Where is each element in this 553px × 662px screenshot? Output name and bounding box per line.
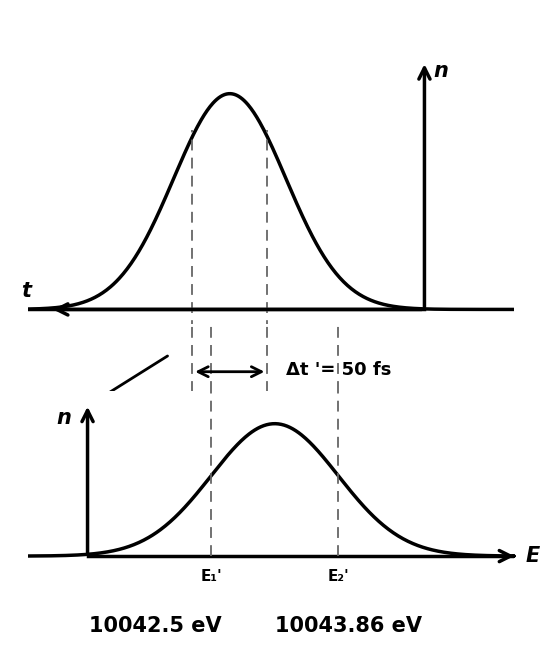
Text: E: E <box>525 546 540 566</box>
Text: 10043.86 eV: 10043.86 eV <box>275 616 422 636</box>
Text: t: t <box>22 281 32 301</box>
Text: Δt '= 50 fs: Δt '= 50 fs <box>286 361 392 379</box>
Text: E₁': E₁' <box>200 569 222 585</box>
Text: n: n <box>56 408 71 428</box>
Text: 10042.5 eV: 10042.5 eV <box>88 616 221 636</box>
Text: E₂': E₂' <box>327 569 349 585</box>
Text: n: n <box>434 62 448 81</box>
